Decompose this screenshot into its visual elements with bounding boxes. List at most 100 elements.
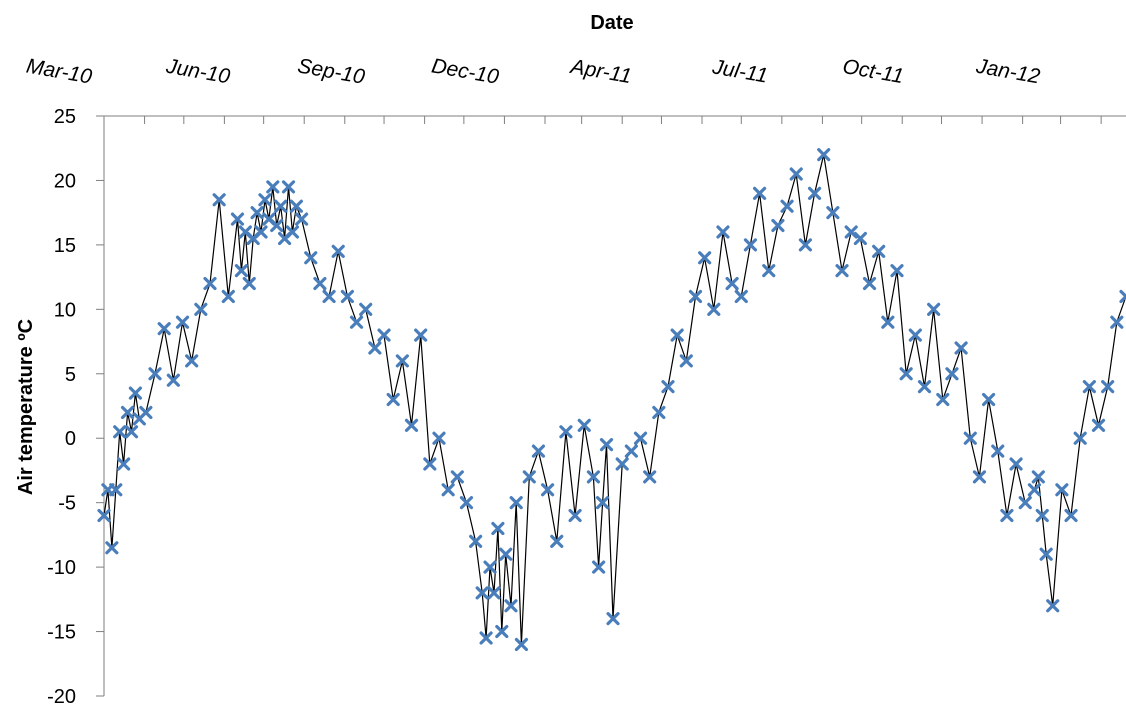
data-point <box>559 425 573 439</box>
data-point <box>230 212 245 226</box>
data-point <box>643 470 657 484</box>
data-point <box>450 470 464 484</box>
data-point <box>592 560 606 574</box>
y-tick-label: 0 <box>65 428 76 450</box>
y-tick-label: 5 <box>65 364 76 386</box>
data-point <box>432 431 446 445</box>
data-point <box>499 547 513 561</box>
data-point <box>289 199 303 213</box>
data-point <box>586 470 601 484</box>
data-point <box>780 199 794 213</box>
y-tick-label: -10 <box>47 557 76 579</box>
data-point <box>487 586 501 600</box>
data-point <box>514 637 529 652</box>
y-tick-label: -20 <box>47 686 76 706</box>
data-point <box>194 302 208 316</box>
data-point <box>504 599 518 613</box>
data-point <box>124 425 139 439</box>
data-point <box>1110 315 1124 329</box>
data-point <box>395 354 409 368</box>
x-tick-label: Jul-11 <box>710 55 770 87</box>
data-point <box>541 483 555 497</box>
data-point <box>568 508 582 523</box>
data-point <box>936 392 950 407</box>
data-point <box>872 244 886 258</box>
data-point <box>963 431 977 445</box>
data-point <box>771 218 785 233</box>
data-point <box>633 431 648 445</box>
y-tick-label: -5 <box>58 493 76 515</box>
data-point <box>377 328 391 342</box>
data-point <box>981 392 996 407</box>
y-tick-label: 20 <box>54 170 76 192</box>
data-point <box>679 354 693 368</box>
data-point <box>917 380 932 394</box>
y-tick-label: -15 <box>47 622 76 644</box>
data-point <box>285 225 300 239</box>
data-point <box>313 276 327 291</box>
data-point <box>495 624 509 639</box>
data-point <box>1027 483 1041 497</box>
data-point <box>281 180 296 194</box>
data-point <box>881 315 895 329</box>
data-point <box>624 444 638 458</box>
data-point <box>148 367 162 381</box>
data-point <box>531 444 546 458</box>
data-point <box>599 438 614 452</box>
data-point <box>441 483 455 497</box>
plot-series <box>97 148 1126 652</box>
data-point <box>991 444 1005 458</box>
data-point <box>615 457 629 471</box>
data-point <box>221 289 235 304</box>
y-tick-label: 25 <box>54 106 76 128</box>
data-point <box>698 251 712 265</box>
x-tick-label: Mar-10 <box>25 55 94 89</box>
data-point <box>1000 508 1014 523</box>
data-point <box>899 367 913 381</box>
data-point <box>270 218 284 233</box>
data-point <box>128 386 143 400</box>
data-point <box>1119 289 1126 304</box>
series-line <box>103 154 1126 645</box>
data-point <box>117 457 131 471</box>
data-point <box>185 354 199 368</box>
data-point <box>661 380 675 394</box>
data-point <box>139 405 153 420</box>
data-point <box>890 264 904 278</box>
data-point <box>927 302 941 316</box>
data-point <box>1035 508 1049 523</box>
x-tick-label: Dec-10 <box>430 54 501 88</box>
y-tick-label: 10 <box>54 299 76 321</box>
data-point <box>1031 470 1045 484</box>
data-point <box>862 276 877 291</box>
x-tick-label: Jan-12 <box>974 55 1043 89</box>
data-point <box>670 328 684 342</box>
x-axis <box>103 115 1126 124</box>
data-point <box>725 276 739 291</box>
data-point <box>716 225 730 239</box>
data-point <box>483 560 497 574</box>
data-point <box>105 541 119 555</box>
data-point <box>509 496 523 510</box>
data-point <box>250 206 264 220</box>
data-point <box>550 534 564 548</box>
data-point <box>707 302 721 316</box>
data-point <box>423 457 437 471</box>
data-point <box>1039 547 1053 561</box>
data-point <box>835 264 849 278</box>
data-point <box>212 193 226 207</box>
data-point <box>595 496 610 510</box>
data-point <box>1082 380 1096 394</box>
data-point <box>577 418 591 432</box>
data-point <box>908 328 922 342</box>
x-axis-title: Date <box>590 12 633 34</box>
data-point <box>166 373 180 387</box>
data-point <box>322 289 336 304</box>
data-point <box>157 322 171 336</box>
data-point <box>844 225 858 239</box>
data-point <box>1018 496 1032 510</box>
x-tick-label: Jun-10 <box>164 55 233 89</box>
data-point <box>798 238 812 252</box>
data-point <box>359 302 373 316</box>
data-point <box>826 206 840 220</box>
